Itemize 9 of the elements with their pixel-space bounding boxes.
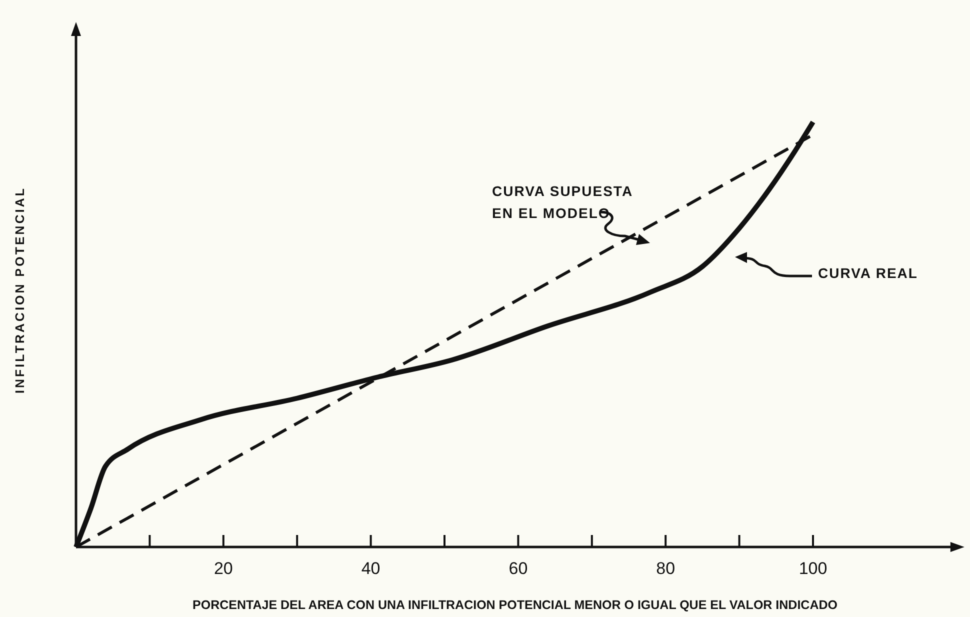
y-axis-title: INFILTRACION POTENCIAL — [13, 186, 27, 394]
x-tick-label: 60 — [508, 559, 528, 578]
x-tick-label: 40 — [361, 559, 380, 578]
legend-label: CURVA REAL — [818, 265, 918, 281]
x-axis-title: PORCENTAJE DEL AREA CON UNA INFILTRACION POTENCIAL MENOR O IGUAL QUE EL VALOR INDICADO — [192, 598, 838, 612]
series-label: CURVA SUPUESTA EN EL MODELO — [492, 183, 634, 221]
x-tick-label: 20 — [214, 559, 233, 578]
x-tick-label: 80 — [656, 559, 676, 578]
x-tick-label: 100 — [798, 559, 828, 578]
